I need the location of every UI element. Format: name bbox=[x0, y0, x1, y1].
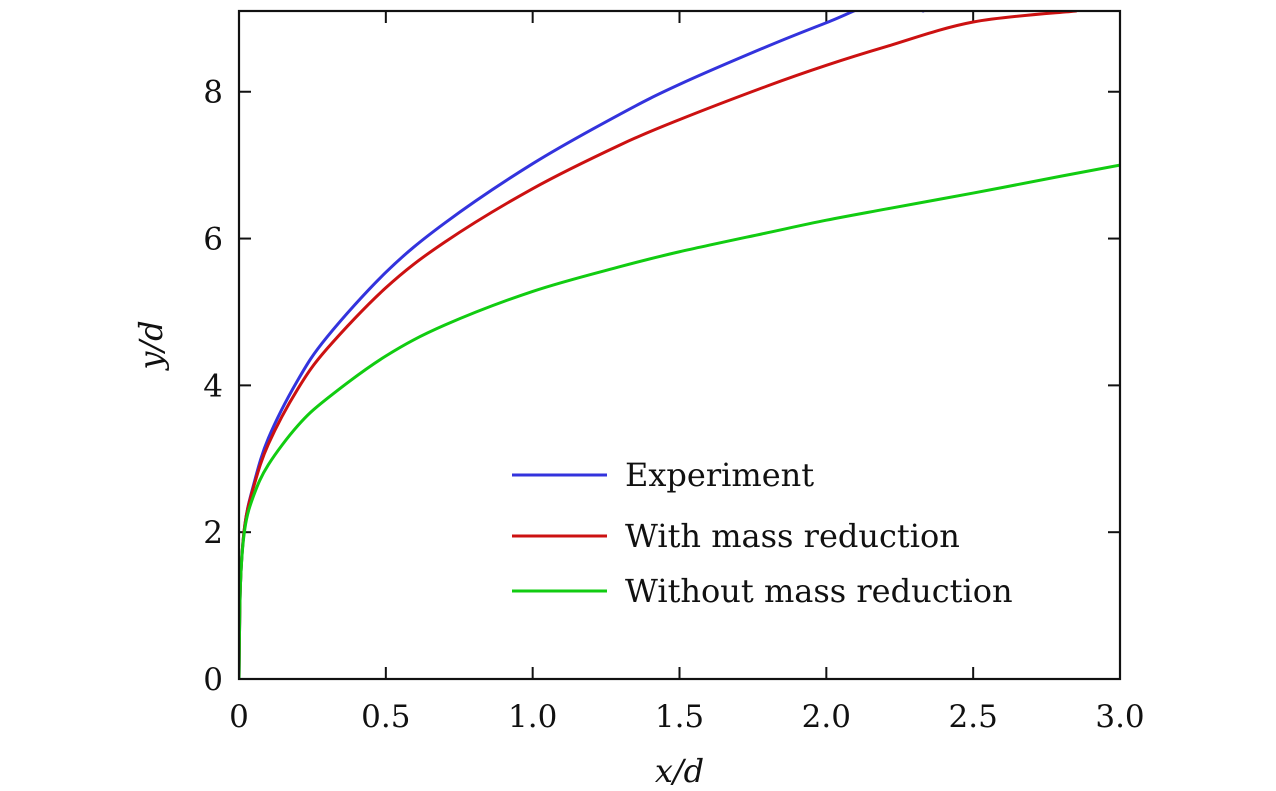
legend: Experiment With mass reduction Without mas… bbox=[512, 456, 1013, 610]
x-tick-label: 1.5 bbox=[655, 699, 704, 735]
x-tick-label: 3.0 bbox=[1095, 699, 1144, 735]
y-tick-label: 0 bbox=[203, 662, 223, 698]
series-line-without-mass-reduction bbox=[239, 163, 1120, 679]
x-tick-label: 2.5 bbox=[949, 699, 998, 735]
legend-label-with-mass-reduction: With mass reduction bbox=[625, 517, 960, 555]
x-tick-label: 1.0 bbox=[508, 699, 557, 735]
series-lines bbox=[239, 11, 1120, 679]
y-tick-label: 4 bbox=[203, 368, 223, 404]
x-tick-label: 0.5 bbox=[361, 699, 410, 735]
legend-label-experiment: Experiment bbox=[625, 456, 814, 494]
series-line-with-mass-reduction bbox=[239, 11, 1078, 679]
y-tick-label: 6 bbox=[203, 222, 223, 258]
plot-frame bbox=[237, 9, 1122, 681]
y-tick-label: 8 bbox=[203, 75, 223, 111]
tick-labels: 0 0.5 1.0 1.5 2.0 2.5 3.0 0 2 4 6 8 bbox=[203, 75, 1144, 735]
x-axis-label: x/d bbox=[655, 752, 704, 790]
legend-label-without-mass-reduction: Without mass reduction bbox=[625, 572, 1013, 610]
y-axis-label: y/d bbox=[132, 320, 170, 371]
x-tick-label: 2.0 bbox=[802, 699, 851, 735]
x-tick-label: 0 bbox=[229, 699, 249, 735]
y-tick-label: 2 bbox=[203, 515, 223, 551]
